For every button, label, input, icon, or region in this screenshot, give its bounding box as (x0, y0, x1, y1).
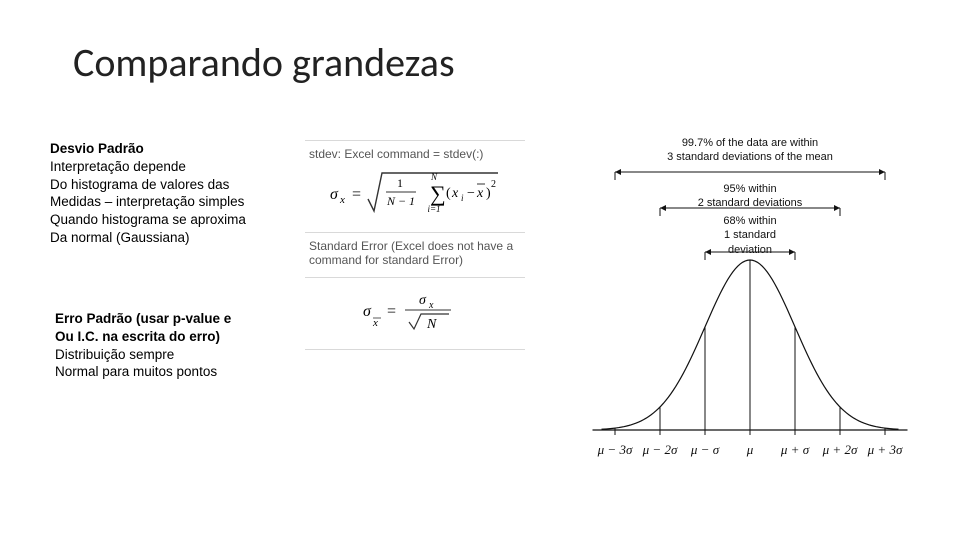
svg-text:(: ( (446, 186, 451, 201)
svg-text:N: N (430, 172, 438, 182)
svg-text:1: 1 (397, 176, 403, 190)
svg-text:σ: σ (363, 303, 372, 320)
stdev-line: Do histograma de valores das (50, 177, 229, 192)
x-tick-label: μ + 2σ (823, 442, 858, 458)
stderr-heading-2: Ou I.C. na escrita do erro) (55, 329, 220, 344)
stderr-equation: σ x = σ x N (309, 288, 521, 339)
stderr-excel-label: Standard Error (Excel does not have a co… (309, 239, 521, 267)
svg-text:2: 2 (491, 179, 496, 190)
svg-text:N: N (426, 317, 437, 332)
svg-text:∑: ∑ (430, 181, 446, 206)
x-tick-label: μ − 3σ (598, 442, 633, 458)
svg-text:x: x (451, 186, 459, 201)
svg-text:i: i (461, 193, 464, 203)
svg-text:N − 1: N − 1 (386, 194, 415, 208)
stdev-line: Quando histograma se aproxima (50, 212, 246, 227)
svg-text:x: x (428, 300, 434, 311)
svg-text:=: = (387, 303, 396, 320)
svg-text:x: x (372, 317, 378, 329)
stdev-line: Interpretação depende (50, 159, 186, 174)
svg-text:x: x (476, 186, 484, 201)
stderr-line: Distribuição sempre (55, 347, 174, 362)
svg-text:=: = (352, 186, 361, 203)
stderr-heading-1: Erro Padrão (usar p-value e (55, 311, 231, 326)
x-tick-label: μ + 3σ (868, 442, 903, 458)
svg-text:i=1: i=1 (427, 204, 440, 214)
stdev-equation: σ x = 1 N − 1 ∑ N i=1 ( x i (309, 165, 521, 222)
x-tick-label: μ − 2σ (643, 442, 678, 458)
svg-text:σ: σ (419, 293, 427, 308)
stdev-line: Medidas – interpretação simples (50, 194, 244, 209)
stdev-heading: Desvio Padrão (50, 141, 144, 156)
normal-curve-svg (550, 130, 950, 470)
formula-stderr-eq-cell: σ x = σ x N (305, 277, 525, 350)
stderr-line: Normal para muitos pontos (55, 364, 217, 379)
x-tick-label: μ + σ (781, 442, 809, 458)
normal-distribution-chart: 99.7% of the data are within 3 standard … (550, 130, 950, 470)
x-tick-label: μ − σ (691, 442, 719, 458)
slide-title: Comparando grandezas (73, 38, 455, 87)
svg-text:−: − (467, 186, 475, 201)
svg-text:σ: σ (330, 186, 339, 203)
stdev-excel-label: stdev: Excel command = stdev(:) (309, 147, 521, 161)
formulas-table: stdev: Excel command = stdev(:) σ x = 1 … (305, 140, 525, 350)
text-block-stderr: Erro Padrão (usar p-value e Ou I.C. na e… (55, 310, 231, 381)
formula-stdev-cell: stdev: Excel command = stdev(:) σ x = 1 … (305, 140, 525, 232)
stdev-line: Da normal (Gaussiana) (50, 230, 190, 245)
text-block-stdev: Desvio Padrão Interpretação depende Do h… (50, 140, 246, 247)
x-tick-label: μ (747, 442, 754, 458)
svg-text:x: x (339, 194, 345, 206)
formula-stderr-cell: Standard Error (Excel does not have a co… (305, 232, 525, 277)
